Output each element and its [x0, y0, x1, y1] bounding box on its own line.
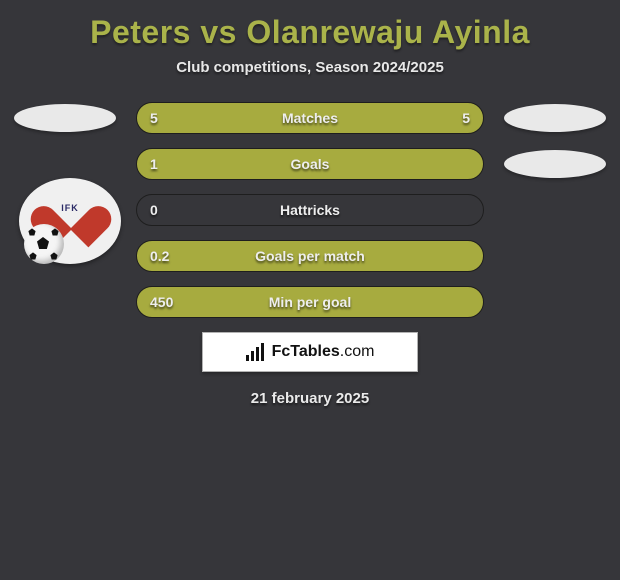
player-left-oval [14, 104, 116, 132]
stat-bar: 450Min per goal [136, 286, 484, 318]
spacer [504, 288, 606, 316]
subtitle: Club competitions, Season 2024/2025 [0, 59, 620, 76]
stat-right-value: 5 [462, 102, 470, 134]
stat-bar: 0.2Goals per match [136, 240, 484, 272]
spacer [504, 196, 606, 224]
player-badge: IFK [19, 178, 121, 264]
spacer [14, 288, 116, 316]
player-right-oval [504, 104, 606, 132]
stat-label: Goals [136, 148, 484, 180]
stat-bar: 0Hattricks [136, 194, 484, 226]
date-label: 21 february 2025 [0, 390, 620, 407]
stat-label: Goals per match [136, 240, 484, 272]
stat-row: 5Matches5 [0, 102, 620, 134]
stat-label: Min per goal [136, 286, 484, 318]
brand-text: FcTables.com [272, 343, 375, 361]
brand-logo: FcTables.com [202, 332, 418, 372]
stat-bar: 1Goals [136, 148, 484, 180]
brand-name-light: .com [340, 343, 375, 360]
stat-row: 450Min per goal [0, 286, 620, 318]
bar-chart-icon [246, 343, 266, 361]
page-title: Peters vs Olanrewaju Ayinla [0, 0, 620, 59]
crest-letters: IFK [46, 203, 94, 213]
brand-name-bold: FcTables [272, 343, 340, 360]
stat-row: 1Goals [0, 148, 620, 180]
stat-label: Matches [136, 102, 484, 134]
spacer [14, 150, 116, 178]
soccer-ball-icon [24, 224, 64, 264]
stat-label: Hattricks [136, 194, 484, 226]
player-right-oval [504, 150, 606, 178]
spacer [504, 242, 606, 270]
stat-bar: 5Matches5 [136, 102, 484, 134]
